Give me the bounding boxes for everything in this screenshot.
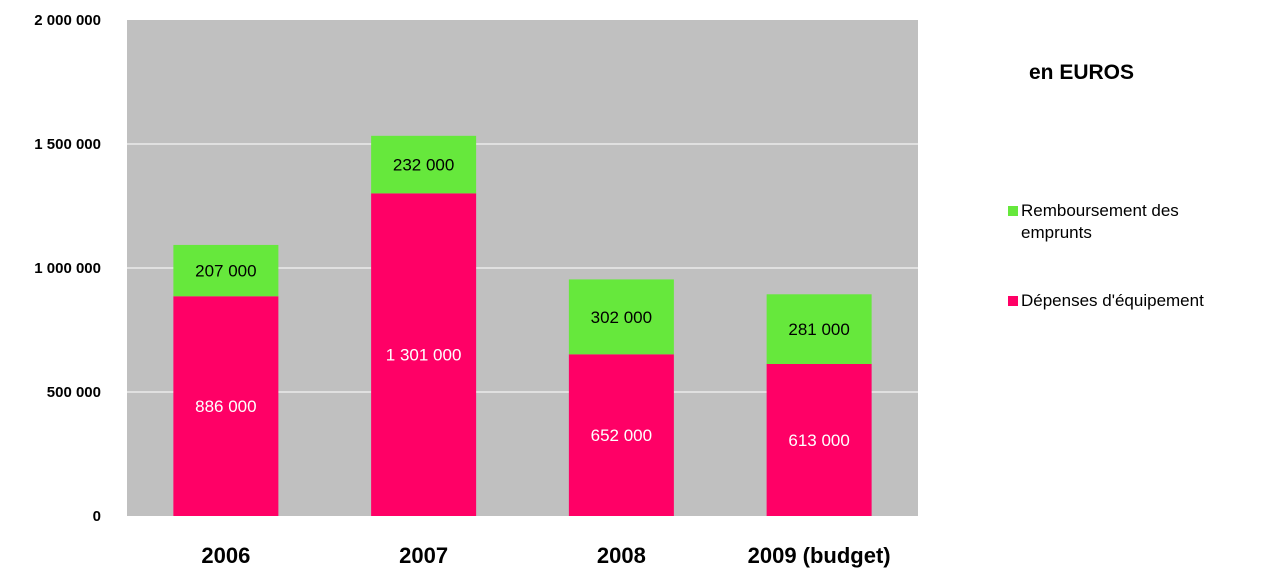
data-label-emprunts: 207 000 [195, 262, 256, 281]
bar-emprunts [371, 135, 477, 194]
unit-label: en EUROS [1029, 61, 1135, 84]
legend-swatch-equipement [1008, 296, 1018, 306]
y-tick-label: 0 [93, 508, 101, 525]
x-category-label: 2008 [597, 543, 646, 568]
y-tick-label: 1 000 000 [34, 260, 101, 277]
legend-label-equipement: Dépenses d'équipement [1021, 291, 1204, 310]
y-tick-label: 1 500 000 [34, 136, 101, 153]
y-tick-label: 500 000 [47, 384, 101, 401]
bar-equipement [568, 354, 674, 516]
bar-emprunts [766, 294, 872, 364]
bar-equipement [371, 193, 477, 517]
data-label-equipement: 613 000 [788, 431, 849, 450]
data-label-equipement: 652 000 [591, 426, 652, 445]
legend-swatch-emprunts [1008, 206, 1018, 216]
data-label-equipement: 1 301 000 [386, 346, 462, 365]
x-category-label: 2009 (budget) [748, 543, 891, 568]
data-label-emprunts: 302 000 [591, 308, 652, 327]
x-axis-categories: 2006 2007 2008 2009 (budget) [201, 543, 890, 568]
y-tick-label: 2 000 000 [34, 12, 101, 29]
x-category-label: 2006 [201, 543, 250, 568]
legend-item-equipement: Dépenses d'équipement [1008, 290, 1266, 312]
legend-label-emprunts: Remboursement des emprunts [1021, 201, 1179, 242]
data-label-emprunts: 281 000 [788, 320, 849, 339]
x-category-label: 2007 [399, 543, 448, 568]
y-axis-ticks: 0 500 000 1 000 000 1 500 000 2 000 000 [34, 12, 101, 525]
bar-equipement [173, 296, 279, 516]
bar-emprunts [568, 279, 674, 355]
bars: 886 000 207 000 1 301 000 232 000 652 000 302… [173, 135, 872, 517]
bar-equipement [766, 363, 872, 516]
data-label-equipement: 886 000 [195, 397, 256, 416]
legend-item-emprunts: Remboursement des emprunts [1008, 200, 1251, 244]
bar-emprunts [173, 244, 279, 297]
data-label-emprunts: 232 000 [393, 156, 454, 175]
